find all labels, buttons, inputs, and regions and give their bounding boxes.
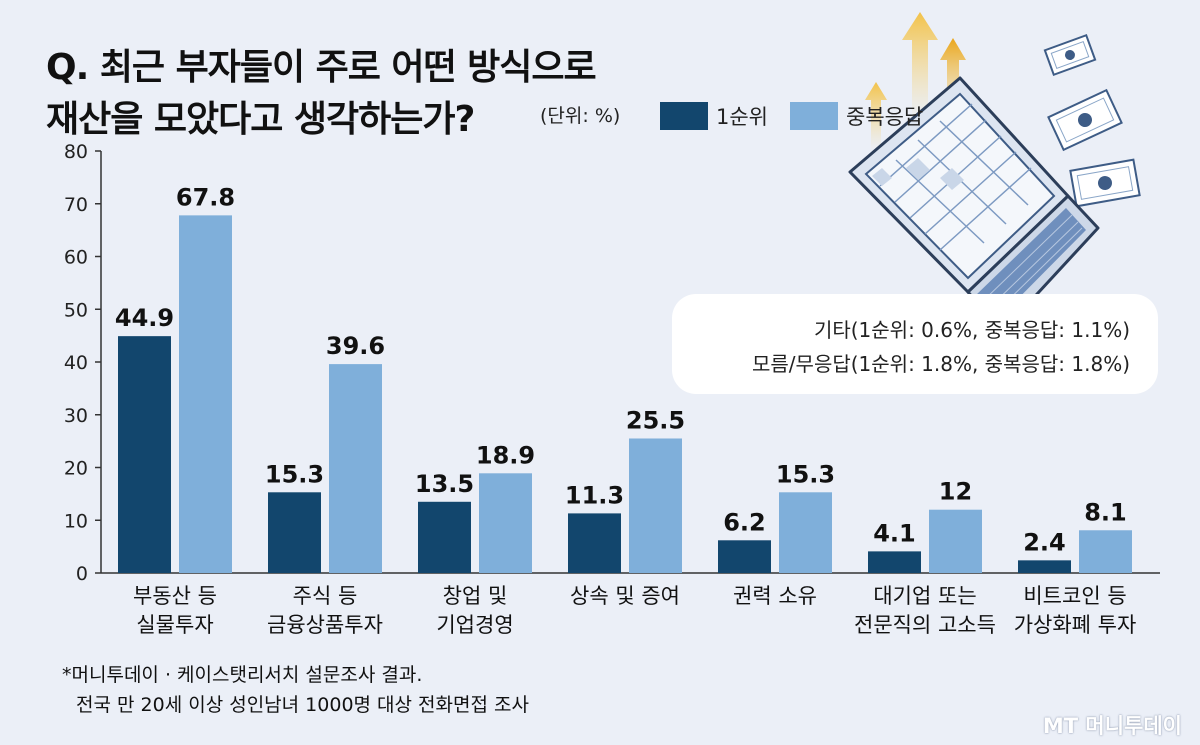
x-tick-label: 창업 및 — [443, 584, 508, 608]
y-tick-label: 80 — [64, 141, 88, 163]
data-label: 25.5 — [626, 406, 685, 434]
data-label: 44.9 — [115, 304, 174, 332]
data-label: 39.6 — [326, 332, 385, 360]
bar — [868, 551, 921, 573]
x-tick-label: 금융상품투자 — [267, 613, 383, 637]
x-tick-label: 주식 등 — [293, 584, 358, 608]
y-tick-label: 0 — [76, 563, 88, 585]
note-unknown: 모름/무응답(1순위: 1.8%, 중복응답: 1.8%) — [752, 352, 1130, 376]
y-tick-label: 60 — [64, 247, 88, 269]
x-tick-label: 실물투자 — [136, 613, 213, 637]
bar — [268, 492, 321, 573]
note-other: 기타(1순위: 0.6%, 중복응답: 1.1%) — [813, 318, 1130, 342]
data-label: 18.9 — [476, 441, 535, 469]
y-tick-label: 70 — [64, 194, 88, 216]
footnote-source: *머니투데이 · 케이스탯리서치 설문조사 결과. — [62, 664, 423, 686]
data-label: 15.3 — [265, 460, 324, 488]
y-tick-label: 30 — [64, 405, 88, 427]
bar — [1079, 530, 1132, 573]
data-label: 6.2 — [723, 508, 766, 536]
bar — [929, 509, 982, 573]
legend-label-multiple-response: 중복응답 — [846, 105, 924, 129]
x-tick-label: 상속 및 증여 — [570, 584, 680, 608]
data-label: 13.5 — [415, 470, 474, 498]
x-tick-label: 대기업 또는 — [873, 584, 976, 608]
bar — [718, 540, 771, 573]
y-tick-label: 50 — [64, 299, 88, 321]
x-tick-label: 부동산 등 — [133, 584, 217, 608]
chart-title-line2: 재산을 모았다고 생각하는가? — [46, 99, 475, 140]
x-tick-label: 권력 소유 — [733, 584, 817, 608]
legend-item-first-rank: 1순위 — [660, 101, 768, 131]
legend-swatch-multiple-response — [790, 102, 838, 130]
bar — [479, 473, 532, 573]
x-tick-label: 전문직의 고소득 — [854, 613, 996, 637]
data-label: 2.4 — [1023, 528, 1066, 556]
y-tick-label: 40 — [64, 352, 88, 374]
footnote-method: 전국 만 20세 이상 성인남녀 1000명 대상 전화면접 조사 — [76, 694, 529, 716]
x-tick-label: 기업경영 — [436, 613, 513, 637]
bar — [179, 215, 232, 574]
bar — [118, 336, 171, 573]
y-tick-label: 20 — [64, 458, 88, 480]
banknote-icon — [1043, 33, 1141, 208]
x-tick-label: 가상화폐 투자 — [1014, 613, 1137, 637]
data-label: 15.3 — [776, 460, 835, 488]
bar — [779, 492, 832, 573]
legend-label-first-rank: 1순위 — [716, 105, 769, 129]
publisher-logo: MT 머니투데이 — [1042, 714, 1182, 738]
legend-swatch-first-rank — [660, 102, 708, 130]
x-tick-label: 비트코인 등 — [1023, 584, 1126, 608]
data-label: 11.3 — [565, 481, 624, 509]
data-label: 4.1 — [873, 519, 916, 547]
note-box: 기타(1순위: 0.6%, 중복응답: 1.1%) 모름/무응답(1순위: 1.… — [672, 294, 1158, 394]
legend-item-multiple-response: 중복응답 — [790, 101, 923, 131]
y-tick-label: 10 — [64, 510, 88, 532]
chart-title-line1: Q. 최근 부자들이 주로 어떤 방식으로 — [46, 47, 597, 88]
bar — [568, 513, 621, 573]
data-label: 12 — [939, 478, 972, 506]
data-label: 8.1 — [1084, 498, 1127, 526]
bar — [1018, 560, 1071, 573]
bar — [629, 438, 682, 573]
bar — [329, 364, 382, 573]
bar — [418, 501, 471, 573]
unit-label: (단위: %) — [540, 105, 621, 127]
data-label: 67.8 — [176, 183, 235, 211]
